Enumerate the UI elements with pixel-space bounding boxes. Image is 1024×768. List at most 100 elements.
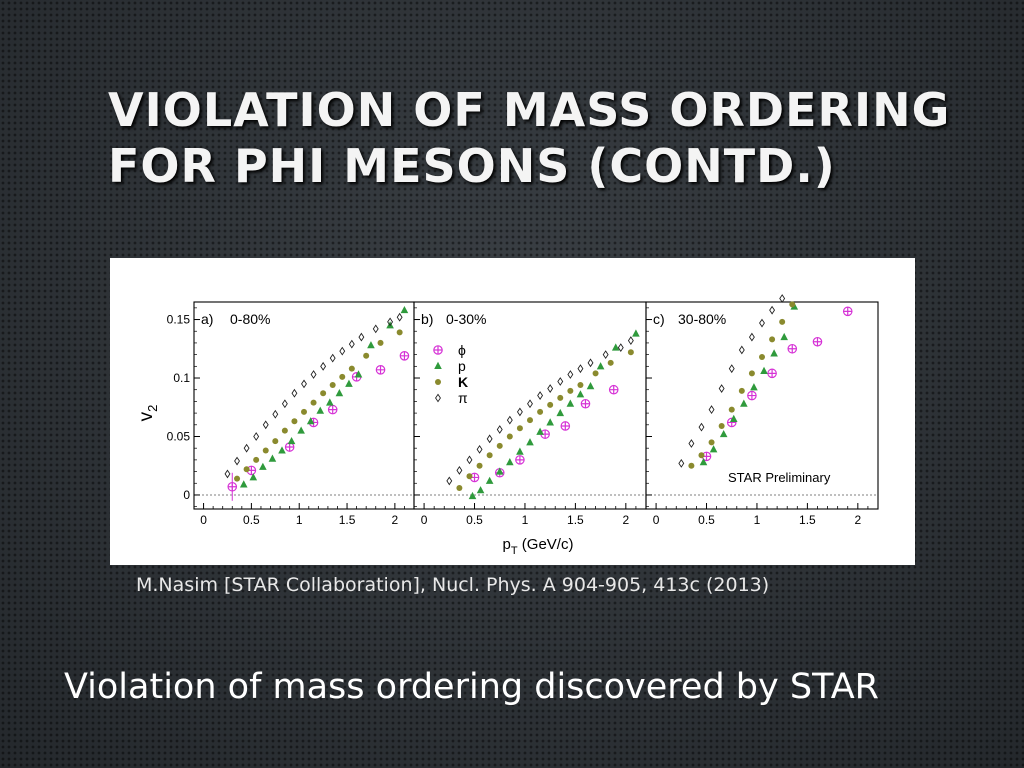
panel-b-pion-point	[466, 455, 473, 465]
panel-b-proton-point	[556, 408, 565, 417]
panel-b-pion-point	[456, 465, 463, 475]
panel-b-kaon-point	[527, 417, 533, 424]
panel-c-x-tick-label: 0	[653, 513, 660, 527]
panel-c-proton-point	[709, 445, 718, 453]
panel-a-pion-point	[301, 379, 307, 389]
bottom-text: Violation of mass ordering discovered by…	[64, 667, 879, 707]
panel-c-kaon-point	[789, 301, 796, 308]
legend-phi-point-cross	[433, 345, 443, 355]
panel-a-frame	[193, 301, 415, 510]
panel-c-proton-point	[780, 332, 788, 341]
panel-a-kaon-point	[272, 438, 279, 445]
panel-c-phi-point-cross	[767, 369, 777, 378]
x-axis-label-sub: T	[511, 545, 518, 557]
panel-c-proton-point	[729, 414, 738, 422]
panel-a-proton-point	[335, 389, 344, 397]
legend-label-kaon: K	[458, 374, 468, 390]
panel-b-pion-point	[617, 343, 624, 353]
panel-a-pion-point	[291, 388, 298, 398]
panel-b-phi-point-cross	[581, 399, 590, 408]
panel-b-pion-point	[602, 350, 609, 360]
panel-a-proton-point	[306, 417, 315, 425]
panel-b-pion-point	[516, 407, 523, 417]
panel-a-centrality: 0-80%	[230, 311, 270, 327]
panel-b-pion-point	[537, 391, 544, 400]
panel-a-pion-point	[387, 317, 394, 327]
x-axis-label: pT (GeV/c)	[503, 536, 574, 557]
panel-a-pion-point	[281, 399, 288, 409]
panel-a-kaon-point	[377, 339, 384, 346]
panel-b-proton-point	[586, 382, 595, 390]
panel-a-pion-point	[320, 361, 327, 371]
panel-a-kaon-point	[291, 418, 298, 425]
y-axis-label-main: v	[136, 411, 157, 421]
panel-b-proton-point	[611, 343, 620, 351]
panel-b-pion-point	[486, 434, 493, 444]
panel-a-kaon-point	[262, 447, 269, 454]
panel-b-proton-point	[468, 491, 477, 500]
panel-b-kaon-point	[516, 425, 523, 432]
panel-a-phi-point-cross	[400, 351, 409, 360]
panel-b-proton-point	[526, 438, 534, 446]
panel-b-kaon-point	[537, 408, 544, 415]
panel-c-proton-point	[719, 429, 728, 438]
panel-b-pion-point	[496, 425, 503, 434]
panel-a-x-tick-label: 1	[296, 513, 303, 527]
panel-a-kaon-point	[310, 399, 317, 406]
panel-a-phi-point-cross	[328, 405, 337, 414]
panel-b-kaon-point	[592, 370, 599, 377]
panel-b-proton-point	[485, 476, 494, 484]
panel-b-kaon-point	[456, 484, 463, 491]
panel-c-phi-point-cross	[788, 344, 797, 353]
panel-a-proton-point	[268, 454, 277, 462]
panel-b-kaon-point	[496, 442, 503, 449]
panel-a-pion-point	[234, 456, 240, 466]
panel-a-kaon-point	[281, 427, 288, 434]
panel-c-annotation: STAR Preliminary	[728, 470, 831, 485]
panel-a-proton-point	[354, 370, 363, 378]
y-tick-label: 0.05	[167, 429, 191, 443]
panel-b-x-tick-label: 1	[522, 513, 529, 527]
panel-a-phi-point-cross	[285, 442, 294, 452]
panel-a-pion-point	[358, 332, 365, 342]
panel-c-pion-point	[728, 364, 735, 374]
panel-c-pion-point	[698, 422, 705, 432]
panel-c-pion-point	[738, 345, 745, 355]
panel-c-label: c)	[653, 311, 665, 327]
legend-label-proton: p	[458, 358, 466, 374]
panel-b-pion-point	[557, 377, 564, 386]
panel-b-pion-point	[527, 399, 533, 409]
panel-b-kaon-point	[486, 452, 493, 459]
panel-a-pion-point	[243, 443, 250, 453]
panel-a-pion-point	[348, 339, 355, 349]
panel-a-kaon-point	[243, 466, 250, 473]
panel-a-x-tick-label: 1.5	[339, 513, 356, 527]
citation: M.Nasim [STAR Collaboration], Nucl. Phys…	[136, 574, 770, 596]
panel-c-kaon-point	[708, 439, 715, 446]
panel-a-kaon-point	[320, 390, 327, 397]
panel-a-phi-point-cross	[376, 365, 385, 375]
panel-b-pion-point	[627, 336, 634, 346]
panel-a-pion-point	[253, 432, 260, 441]
panel-a-pion-point	[262, 420, 269, 430]
title-line-2: for Phi Mesons (contd.)	[108, 139, 836, 193]
panel-a-label: a)	[201, 311, 213, 327]
panel-c-kaon-point	[748, 370, 755, 377]
panel-c-kaon-point	[759, 353, 765, 360]
y-axis-label: v2	[136, 405, 160, 422]
y-tick-label: 0.1	[173, 371, 190, 385]
panel-a-phi-point-cross	[228, 482, 237, 491]
panel-b-kaon-point	[506, 433, 513, 440]
panel-c-kaon-point	[738, 387, 745, 394]
panel-a-proton-point	[316, 406, 325, 414]
v2-chart: 0 0.5 1 1.5 2 a) 0-80% 0 0.5 1 1.5 2 b) 0-30% 0 0.5 1 1.5…	[136, 294, 879, 557]
panel-c-pion-point	[769, 305, 776, 315]
panel-b-kaon-point	[476, 462, 483, 469]
panel-a-kaon-point	[348, 365, 355, 372]
panel-c-kaon-point	[728, 406, 735, 413]
panel-b-x-tick-label: 1.5	[567, 513, 584, 527]
panel-b-proton-point	[546, 418, 554, 426]
panel-b-kaon-point	[577, 382, 584, 389]
panel-a-proton-point	[297, 426, 305, 434]
panel-c-x-tick-label: 1	[754, 513, 761, 527]
